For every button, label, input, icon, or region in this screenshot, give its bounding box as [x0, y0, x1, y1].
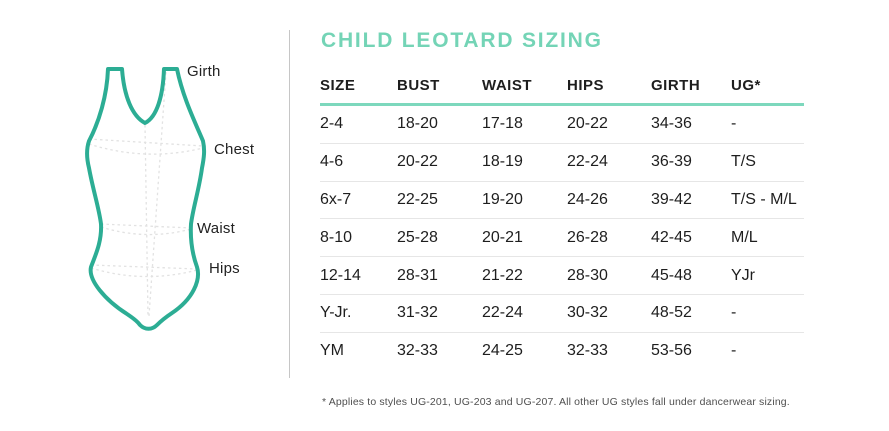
- cell-girth: 42-45: [651, 228, 692, 246]
- cell-ug: T/S - M/L: [731, 190, 797, 208]
- header-rule: [320, 103, 804, 106]
- table-header-row: SIZE BUST WAIST HIPS GIRTH UG*: [320, 78, 804, 94]
- cell-waist: 24-25: [482, 342, 523, 360]
- cell-ug: YJr: [731, 266, 755, 284]
- cell-size: 8-10: [320, 228, 353, 246]
- table-row: 12-14 28-31 21-22 28-30 45-48 YJr: [320, 257, 804, 295]
- diagram-label-waist: Waist: [197, 220, 235, 237]
- col-header-size: SIZE: [320, 77, 356, 94]
- cell-hips: 28-30: [567, 266, 608, 284]
- cell-waist: 19-20: [482, 190, 523, 208]
- table-row: Y-Jr. 31-32 22-24 30-32 48-52 -: [320, 295, 804, 333]
- cell-waist: 22-24: [482, 304, 523, 322]
- table-row: 2-4 18-20 17-18 20-22 34-36 -: [320, 106, 804, 144]
- cell-ug: -: [731, 342, 737, 360]
- cell-waist: 17-18: [482, 115, 523, 133]
- measurement-guides: [88, 71, 204, 317]
- cell-size: YM: [320, 342, 344, 360]
- footnote: * Applies to styles UG-201, UG-203 and U…: [322, 396, 790, 408]
- cell-ug: -: [731, 304, 737, 322]
- cell-hips: 24-26: [567, 190, 608, 208]
- vertical-divider: [289, 30, 290, 378]
- cell-size: 6x-7: [320, 190, 352, 208]
- cell-bust: 28-31: [397, 266, 438, 284]
- cell-hips: 22-24: [567, 153, 608, 171]
- cell-bust: 25-28: [397, 228, 438, 246]
- table-row: 4-6 20-22 18-19 22-24 36-39 T/S: [320, 144, 804, 182]
- cell-girth: 39-42: [651, 190, 692, 208]
- cell-girth: 48-52: [651, 304, 692, 322]
- cell-girth: 45-48: [651, 266, 692, 284]
- sizing-table: SIZE BUST WAIST HIPS GIRTH UG* 2-4 18-20…: [320, 78, 804, 370]
- cell-ug: T/S: [731, 153, 756, 171]
- leotard-diagram-icon: [85, 67, 207, 331]
- cell-hips: 26-28: [567, 228, 608, 246]
- col-header-girth: GIRTH: [651, 77, 701, 94]
- table-row: YM 32-33 24-25 32-33 53-56 -: [320, 333, 804, 370]
- cell-ug: M/L: [731, 228, 758, 246]
- cell-bust: 32-33: [397, 342, 438, 360]
- cell-bust: 20-22: [397, 153, 438, 171]
- cell-bust: 22-25: [397, 190, 438, 208]
- cell-hips: 30-32: [567, 304, 608, 322]
- cell-bust: 18-20: [397, 115, 438, 133]
- cell-hips: 32-33: [567, 342, 608, 360]
- col-header-bust: BUST: [397, 77, 440, 94]
- cell-girth: 53-56: [651, 342, 692, 360]
- cell-size: 4-6: [320, 153, 344, 171]
- col-header-hips: HIPS: [567, 77, 605, 94]
- table-row: 8-10 25-28 20-21 26-28 42-45 M/L: [320, 219, 804, 258]
- diagram-label-hips: Hips: [209, 260, 240, 277]
- cell-girth: 34-36: [651, 115, 692, 133]
- col-header-ug: UG*: [731, 77, 761, 94]
- cell-waist: 20-21: [482, 228, 523, 246]
- cell-waist: 18-19: [482, 153, 523, 171]
- cell-bust: 31-32: [397, 304, 438, 322]
- cell-size: 2-4: [320, 115, 344, 133]
- diagram-label-chest: Chest: [214, 141, 255, 158]
- cell-girth: 36-39: [651, 153, 692, 171]
- cell-waist: 21-22: [482, 266, 523, 284]
- col-header-waist: WAIST: [482, 77, 532, 94]
- cell-size: Y-Jr.: [320, 304, 352, 322]
- table-row: 6x-7 22-25 19-20 24-26 39-42 T/S - M/L: [320, 182, 804, 220]
- cell-hips: 20-22: [567, 115, 608, 133]
- page-title: CHILD LEOTARD SIZING: [321, 29, 603, 52]
- cell-ug: -: [731, 115, 737, 133]
- diagram-label-girth: Girth: [187, 63, 221, 80]
- cell-size: 12-14: [320, 266, 361, 284]
